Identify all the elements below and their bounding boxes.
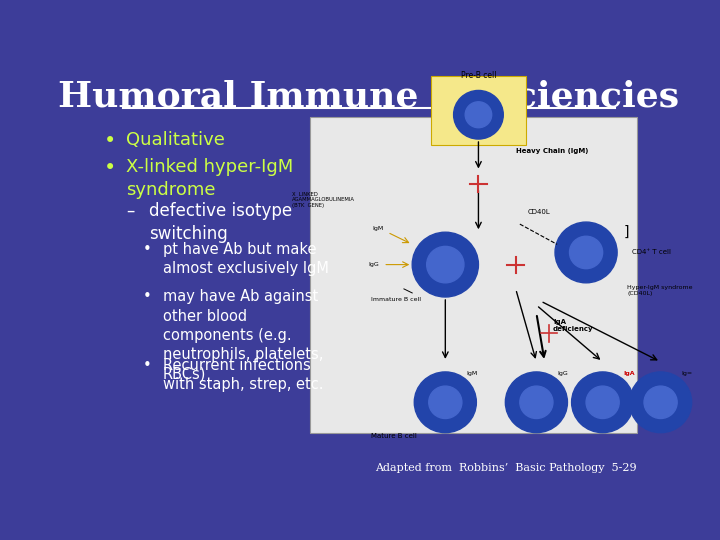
Text: IgG: IgG (369, 262, 379, 267)
Text: Mature B cell: Mature B cell (371, 433, 417, 438)
Text: X-linked hyper-IgM
syndrome: X-linked hyper-IgM syndrome (126, 158, 294, 199)
Circle shape (427, 246, 464, 283)
Circle shape (429, 386, 462, 418)
FancyBboxPatch shape (310, 117, 637, 433)
Text: may have Ab against
other blood
components (e.g.
neutrophils, platelets,
RBCs): may have Ab against other blood componen… (163, 289, 323, 381)
Text: •: • (104, 131, 116, 151)
Text: pt have Ab but make
almost exclusively IgM: pt have Ab but make almost exclusively I… (163, 241, 328, 276)
Text: Qualitative: Qualitative (126, 131, 225, 150)
Text: Hyper-IgM syndrome
(CD40L): Hyper-IgM syndrome (CD40L) (628, 285, 693, 296)
Circle shape (520, 386, 553, 418)
Text: Adapted from  Robbins’  Basic Pathology  5-29: Adapted from Robbins’ Basic Pathology 5-… (375, 463, 637, 473)
Text: IgA
deficiency: IgA deficiency (553, 319, 593, 332)
Text: •: • (143, 289, 152, 305)
Text: ]: ] (624, 225, 629, 239)
Text: CD40L: CD40L (528, 209, 551, 215)
Text: IgA: IgA (624, 372, 635, 376)
Text: •: • (143, 241, 152, 256)
Circle shape (465, 102, 492, 127)
Text: Humoral Immune Deficiencies: Humoral Immune Deficiencies (58, 79, 680, 113)
Circle shape (454, 90, 503, 139)
Circle shape (570, 237, 603, 268)
Text: IgM: IgM (372, 226, 383, 231)
Text: IgM: IgM (466, 372, 477, 376)
Text: CD4⁺ T cell: CD4⁺ T cell (631, 249, 670, 255)
Text: •: • (104, 158, 116, 178)
Circle shape (644, 386, 677, 418)
FancyBboxPatch shape (431, 76, 526, 145)
Circle shape (586, 386, 619, 418)
Circle shape (555, 222, 617, 283)
Circle shape (414, 372, 477, 433)
Text: Pre-B cell: Pre-B cell (461, 71, 496, 80)
Text: Ig=: Ig= (681, 372, 693, 376)
Text: Heavy Chain (IgM): Heavy Chain (IgM) (516, 148, 588, 154)
Text: defective isotype
switching: defective isotype switching (148, 202, 292, 243)
Text: X  LINKED
AGAMMAGLOBULINEMIA
(BTK  GENE): X LINKED AGAMMAGLOBULINEMIA (BTK GENE) (292, 192, 355, 208)
Circle shape (572, 372, 634, 433)
Text: •: • (143, 358, 152, 373)
Circle shape (505, 372, 567, 433)
Text: IgG: IgG (557, 372, 568, 376)
Circle shape (412, 232, 479, 297)
Text: Immature B cell: Immature B cell (371, 297, 420, 302)
Text: Recurrent infections
with staph, strep, etc.: Recurrent infections with staph, strep, … (163, 358, 323, 392)
Text: –: – (126, 202, 135, 220)
Circle shape (629, 372, 692, 433)
